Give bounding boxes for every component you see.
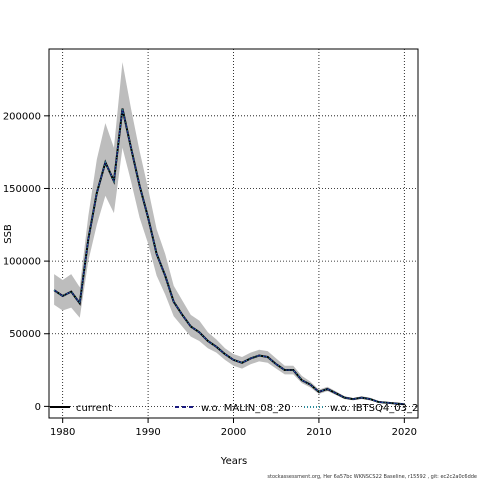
y-tick-label: 50000 (9, 329, 41, 340)
x-tick-label: 1980 (50, 427, 75, 438)
x-tick-label: 2000 (221, 427, 246, 438)
legend-label: w.o. MALIN_08_20 (201, 403, 291, 414)
confidence-band-area (54, 62, 405, 406)
x-tick-label: 2020 (392, 427, 417, 438)
y-tick-label: 150000 (3, 184, 41, 195)
y-tick-label: 100000 (3, 257, 41, 268)
series-line-1 (53, 108, 405, 405)
axes: 1980 1990 2000 2010 2020 0 50000 100000 150000 20… (3, 111, 417, 438)
x-tick-label: 1990 (135, 427, 160, 438)
y-tick-label: 200000 (3, 111, 41, 122)
x-axis-title: Years (220, 456, 247, 467)
y-tick-label: 0 (35, 402, 41, 413)
legend-label: current (76, 403, 112, 414)
confidence-band (54, 62, 405, 406)
plot-frame (48, 48, 419, 419)
series-lines (53, 108, 405, 406)
legend: current w.o. MALIN_08_20 w.o. IBTSQ4_03_20 (50, 403, 425, 414)
legend-label: w.o. IBTSQ4_03_20 (330, 403, 425, 414)
footer-credit: stockassessment.org, Her 6a57bc WKNSCS22… (267, 474, 477, 480)
series-line-2 (53, 108, 405, 405)
x-tick-label: 2010 (306, 427, 331, 438)
y-axis-title: SSB (3, 224, 14, 244)
